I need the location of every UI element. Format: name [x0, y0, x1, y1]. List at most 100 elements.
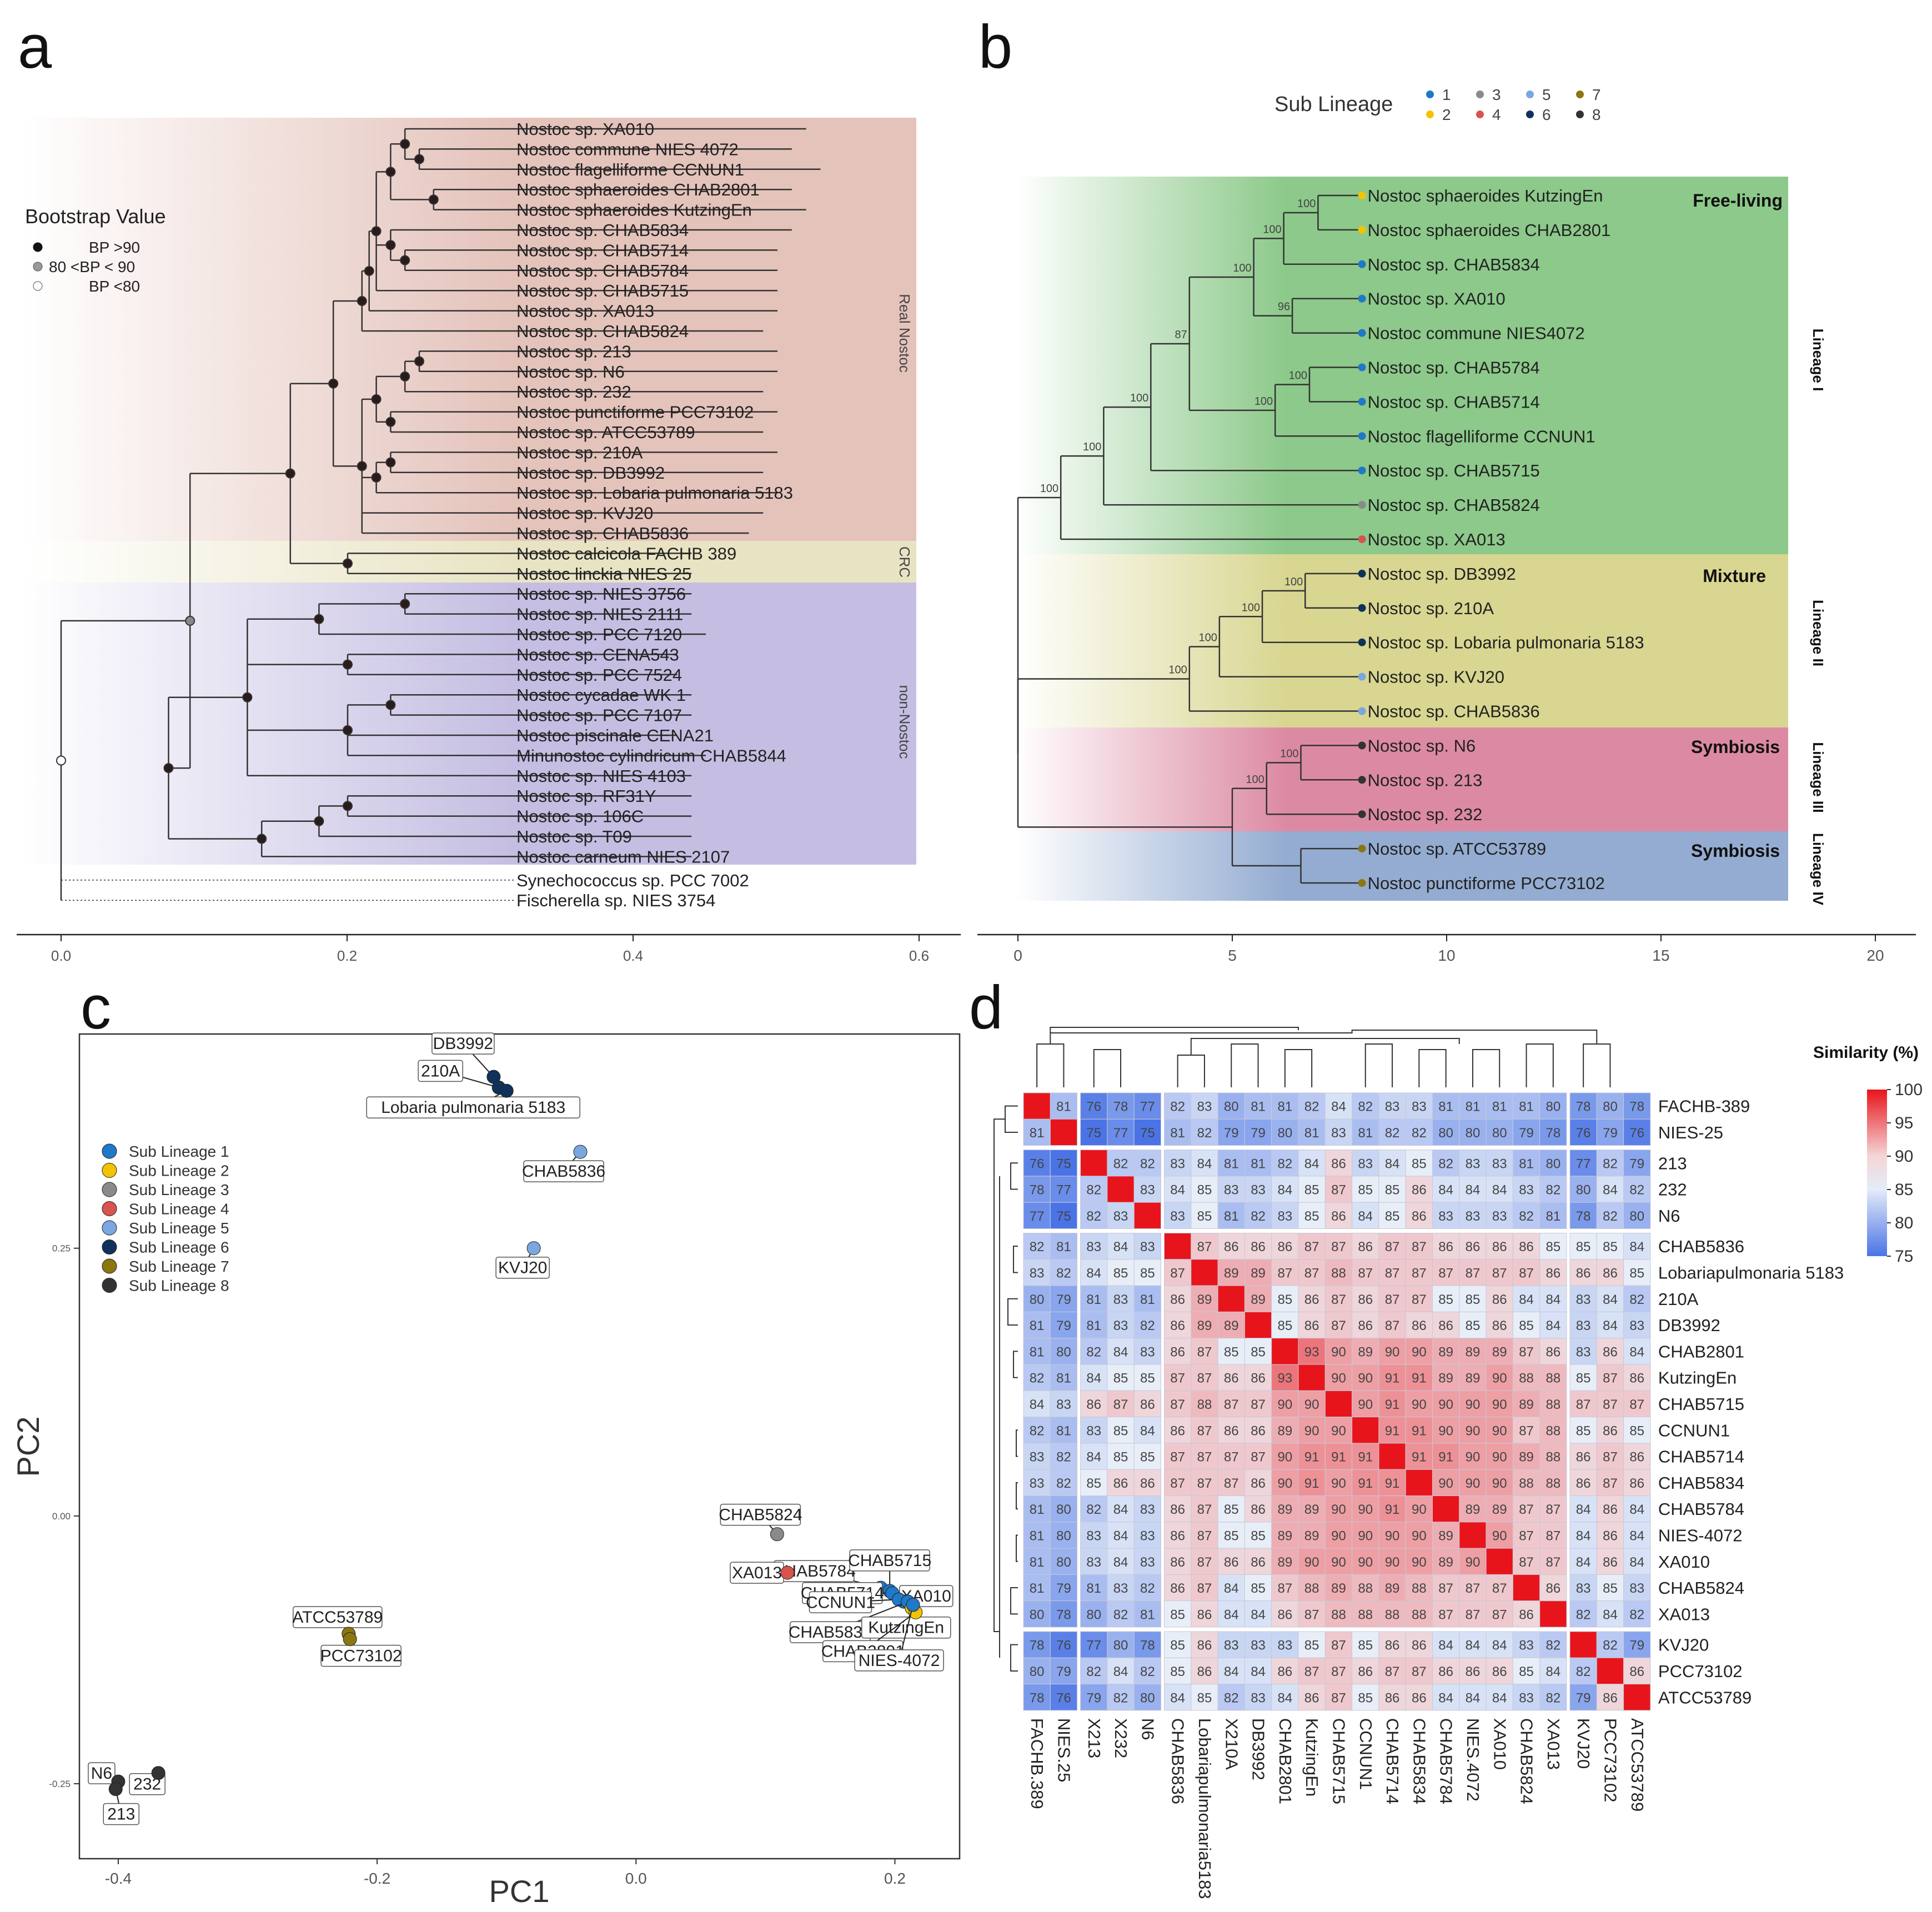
heatmap-cell	[1459, 1150, 1487, 1177]
cell-value: 89	[1519, 1450, 1534, 1465]
node-dot	[385, 167, 396, 177]
cell-value: 86	[1304, 1318, 1319, 1333]
cell-value: 82	[1519, 1209, 1534, 1224]
point-label-box	[88, 1762, 116, 1784]
cell-value: 80	[1113, 1638, 1128, 1653]
lineage-label-iv: Lineage IV	[1810, 833, 1826, 906]
heatmap-cell	[1378, 1118, 1406, 1146]
legend-dot	[102, 1258, 117, 1274]
node-dot	[185, 615, 195, 626]
heatmap-cell	[1107, 1311, 1135, 1339]
cell-value: 87	[1385, 1664, 1400, 1679]
cell-value: 87	[1331, 1638, 1346, 1653]
heatmap-cell	[1623, 1522, 1651, 1549]
heatmap-cell	[1623, 1684, 1651, 1711]
bootstrap-label: 87	[1175, 329, 1187, 341]
cell-value: 83	[1412, 1100, 1427, 1115]
point-label-box	[854, 1649, 944, 1672]
cell-value: 87	[1412, 1664, 1427, 1679]
point-label-box	[431, 1032, 495, 1055]
panel-letter-d: d	[969, 973, 1003, 1042]
heatmap-cell	[1271, 1233, 1299, 1260]
node-dot	[414, 154, 424, 164]
heatmap-cell	[1191, 1522, 1218, 1549]
cell-value: 78	[1056, 1607, 1071, 1622]
heatmap-cell	[1352, 1574, 1379, 1602]
heatmap-cell	[1596, 1417, 1624, 1444]
heatmap-cell	[1217, 1338, 1245, 1365]
cell-value: 89	[1277, 1423, 1292, 1438]
cell-value: 82	[1277, 1156, 1292, 1171]
group-label-crc: CRC	[896, 546, 913, 578]
cell-value: 76	[1030, 1156, 1045, 1171]
heatmap-cell	[1217, 1285, 1245, 1312]
heatmap-cell	[1324, 1259, 1353, 1286]
cell-value: 86	[1412, 1690, 1427, 1705]
row-label: CHAB5836	[1658, 1237, 1744, 1256]
heatmap-cell	[1244, 1684, 1272, 1711]
heatmap-cell	[1133, 1417, 1161, 1444]
heatmap-cell	[1623, 1443, 1651, 1470]
cell-value: 79	[1576, 1690, 1591, 1705]
taxon-label: Nostoc sphaeroides KutzingEn	[1368, 186, 1603, 205]
lineage-label-ii: Lineage II	[1810, 600, 1826, 666]
cell-value: 90	[1358, 1371, 1373, 1386]
cell-value: 86	[1629, 1371, 1644, 1386]
heatmap-cell	[1023, 1657, 1051, 1685]
legend-dot	[1526, 111, 1534, 118]
heatmap-cell	[1432, 1496, 1460, 1523]
cell-value: 84	[1629, 1555, 1644, 1570]
cell-value: 90	[1277, 1397, 1292, 1412]
cell-value: 87	[1304, 1239, 1319, 1254]
cell-value: 87	[1331, 1318, 1346, 1333]
col-label: X213	[1085, 1718, 1104, 1758]
heatmap-cell	[1271, 1548, 1299, 1575]
heatmap-cell	[1023, 1311, 1051, 1339]
cell-value: 82	[1304, 1100, 1319, 1115]
heatmap-cell	[1107, 1285, 1135, 1312]
node-dot	[357, 295, 367, 306]
cell-value: 84	[1140, 1423, 1155, 1438]
row-label: CHAB5824	[1658, 1578, 1744, 1598]
cell-value: 78	[1545, 1126, 1560, 1141]
row-label: XA013	[1658, 1604, 1710, 1624]
cell-value: 88	[1331, 1607, 1346, 1622]
cell-value: 85	[1519, 1318, 1534, 1333]
cell-value: 80	[1277, 1126, 1292, 1141]
heatmap-cell	[1107, 1600, 1135, 1628]
taxon-label: Nostoc sp. CHAB5784	[516, 261, 689, 280]
cell-value: 86	[1224, 1423, 1239, 1438]
heatmap-cell	[1050, 1600, 1078, 1628]
heatmap-cell	[1539, 1390, 1567, 1418]
heatmap-cell	[1596, 1684, 1624, 1711]
heatmap-cell	[1298, 1176, 1326, 1203]
cell-value: 78	[1576, 1100, 1591, 1115]
cell-value: 85	[1576, 1239, 1591, 1254]
point-label-box	[720, 1503, 801, 1526]
heatmap-cell	[1539, 1285, 1567, 1312]
heatmap-cell	[1596, 1338, 1624, 1365]
cell-value: 86	[1603, 1502, 1618, 1517]
heatmap-cell	[1244, 1496, 1272, 1523]
bootstrap-label: 100	[1242, 601, 1260, 614]
cell-value: 78	[1576, 1209, 1591, 1224]
heatmap-cell	[1324, 1338, 1353, 1365]
col-label: X232	[1111, 1718, 1131, 1758]
taxon-label: Nostoc sp. 210A	[1368, 599, 1494, 618]
cell-value: 79	[1056, 1581, 1071, 1596]
dendro-branch	[1010, 1587, 1018, 1615]
heatmap-cell	[1539, 1443, 1567, 1470]
heatmap-cell	[1080, 1202, 1108, 1229]
cell-value: 89	[1331, 1581, 1346, 1596]
heatmap-cell	[1539, 1176, 1567, 1203]
cell-value: 87	[1251, 1397, 1266, 1412]
heatmap-cell	[1352, 1469, 1379, 1496]
heatmap-cell	[1378, 1364, 1406, 1391]
cell-value: 87	[1385, 1239, 1400, 1254]
cell-value: 84	[1086, 1450, 1101, 1465]
legend-label-high: BP >90	[89, 239, 140, 256]
heatmap-cell	[1191, 1684, 1218, 1711]
taxon-label: Nostoc sp. CHAB5824	[1368, 495, 1540, 515]
heatmap-cell	[1133, 1548, 1161, 1575]
row-label: CCNUN1	[1658, 1421, 1730, 1440]
